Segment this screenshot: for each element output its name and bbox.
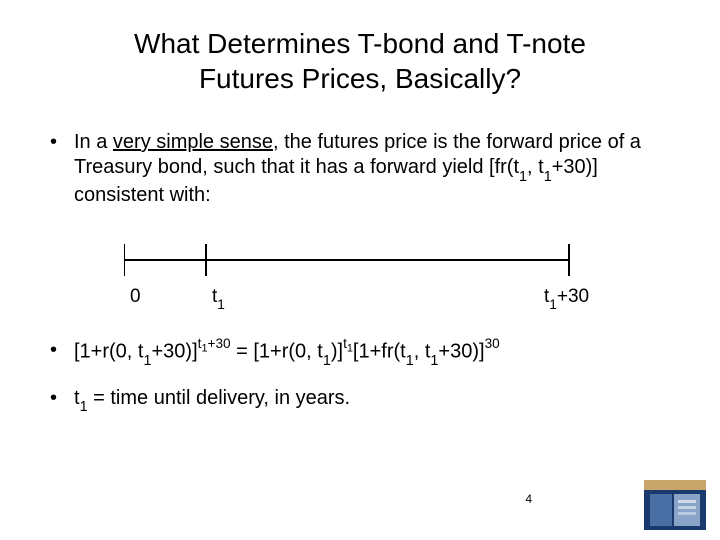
text: In a: [74, 131, 113, 153]
timeline-label-t1-30: t1+30: [544, 286, 589, 310]
superscript: t1: [343, 336, 353, 351]
text: , t: [527, 156, 544, 178]
bullet-mark: •: [46, 338, 74, 368]
text: = [1+r(0, t: [231, 341, 323, 363]
title-line-1: What Determines T-bond and T-note: [134, 28, 586, 59]
title-line-2: Futures Prices, Basically?: [199, 63, 521, 94]
subscript: 1: [519, 169, 527, 185]
slide-title: What Determines T-bond and T-note Future…: [46, 26, 674, 96]
subscript: 1: [549, 297, 557, 312]
text: [1+r(0, t: [74, 341, 143, 363]
subscript: 1: [544, 169, 552, 185]
subscript: 1: [80, 399, 88, 415]
text: )]: [331, 341, 343, 363]
bullet-3-text: t1 = time until delivery, in years.: [74, 386, 674, 414]
timeline-labels: 0 t1 t1+30: [124, 286, 674, 312]
corner-thumbnail-icon: [644, 480, 706, 530]
bullet-1: • In a very simple sense, the futures pr…: [46, 130, 674, 208]
superscript: 30: [485, 336, 500, 351]
bullet-3: • t1 = time until delivery, in years.: [46, 386, 674, 414]
timeline-svg: [124, 240, 576, 280]
page-number: 4: [525, 492, 532, 506]
text-underlined: very simple sense: [113, 131, 273, 153]
text: , t: [414, 341, 431, 363]
slide: What Determines T-bond and T-note Future…: [0, 0, 720, 540]
bullet-mark: •: [46, 130, 74, 208]
bullet-1-text: In a very simple sense, the futures pric…: [74, 130, 674, 208]
timeline-label-t1: t1: [212, 286, 225, 310]
text: [1+fr(t: [353, 341, 406, 363]
text: = time until delivery, in years.: [88, 387, 351, 409]
timeline-label-0: 0: [130, 286, 141, 308]
text: t: [74, 387, 80, 409]
text: +30)]: [438, 341, 484, 363]
subscript: 1: [143, 353, 151, 369]
subscript: 1: [323, 353, 331, 369]
text: 0: [130, 286, 141, 307]
bullet-2: • [1+r(0, t1+30)]t1+30 = [1+r(0, t1)]t1[…: [46, 338, 674, 368]
text: +30: [208, 336, 231, 351]
bullet-mark: •: [46, 386, 74, 414]
subscript: 1: [217, 297, 225, 312]
text: +30)]: [152, 341, 198, 363]
subscript: 1: [406, 353, 414, 369]
subscript: 1: [430, 353, 438, 369]
text: +30: [557, 286, 589, 307]
subscript: 1: [347, 343, 353, 355]
superscript: t1+30: [198, 336, 231, 351]
bullet-2-text: [1+r(0, t1+30)]t1+30 = [1+r(0, t1)]t1[1+…: [74, 338, 674, 368]
timeline-diagram: 0 t1 t1+30: [124, 240, 674, 312]
